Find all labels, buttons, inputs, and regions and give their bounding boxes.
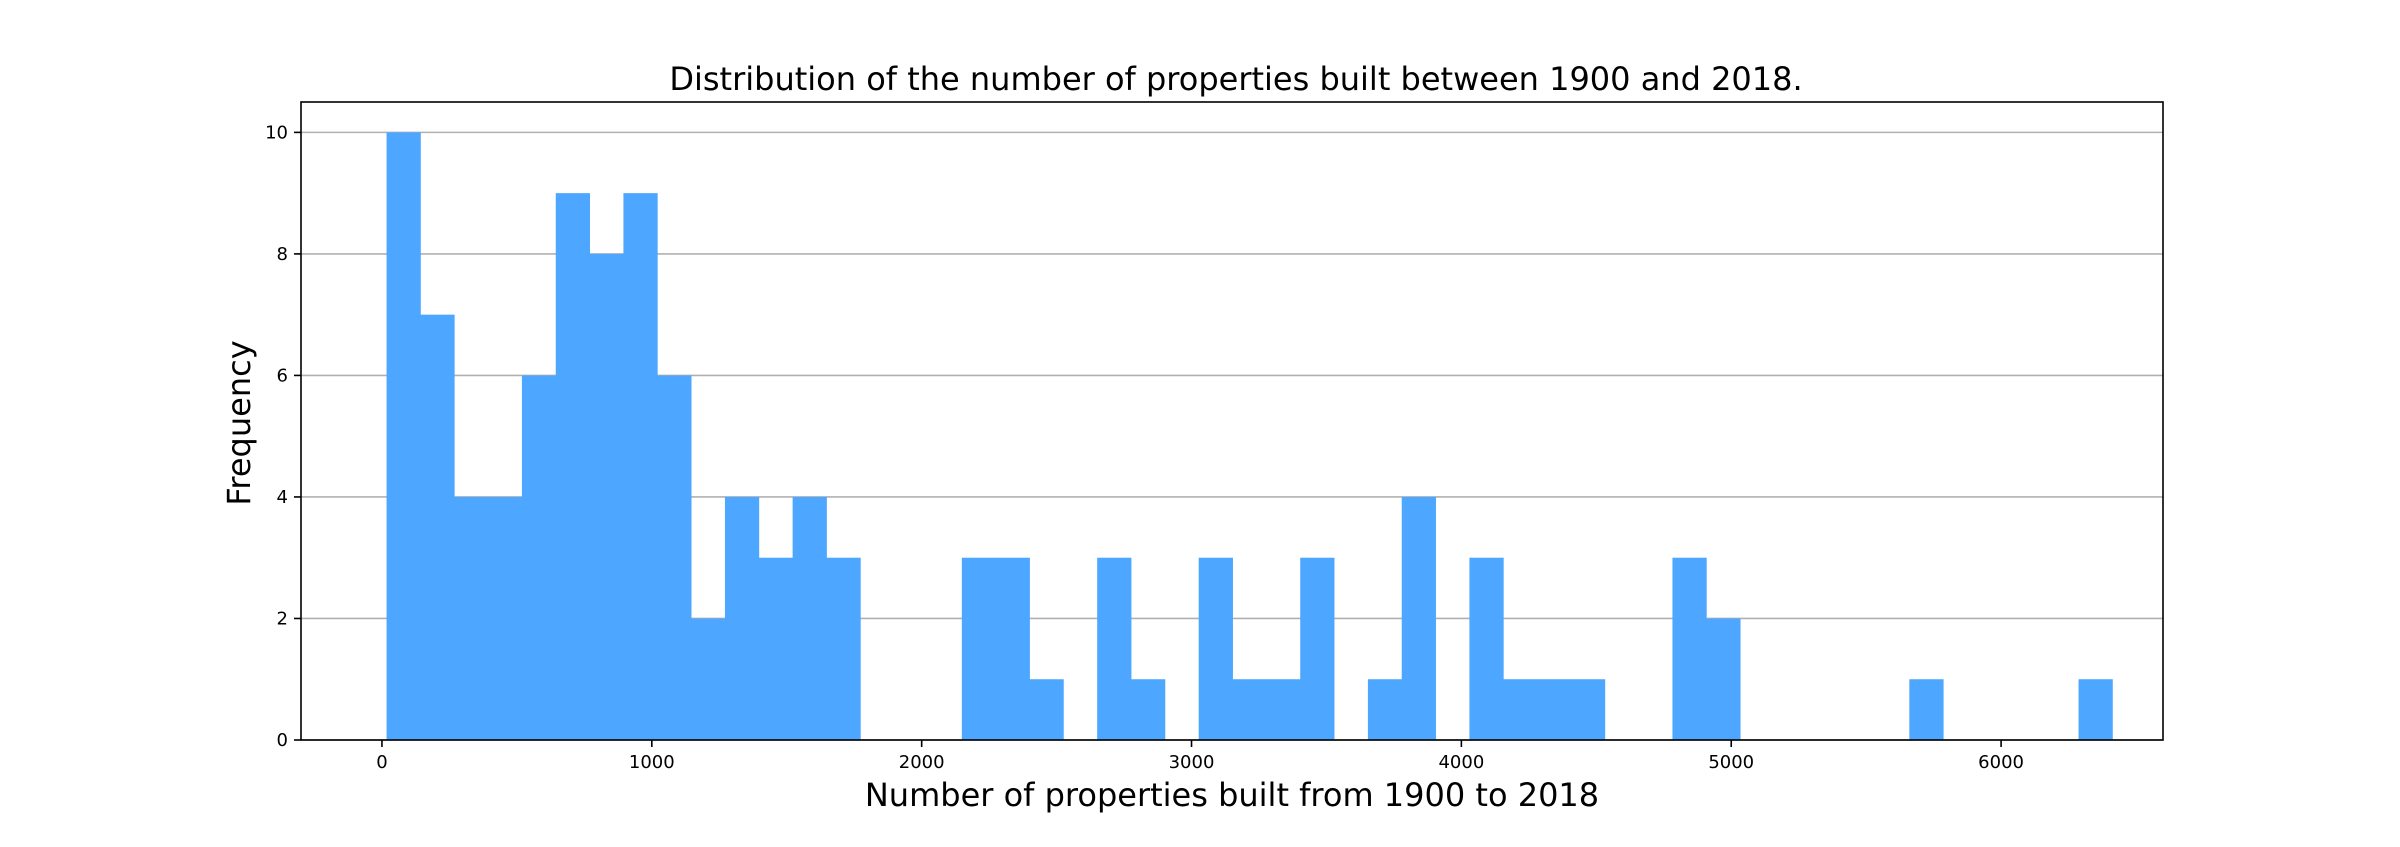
x-axis-label: Number of properties built from 1900 to … (865, 776, 1599, 814)
histogram-bar (623, 193, 658, 741)
histogram-bar (1503, 679, 1538, 740)
histogram-bar (1131, 679, 1166, 740)
histogram-bar (995, 557, 1030, 740)
y-tick-label: 6 (277, 365, 288, 386)
x-tick-label: 6000 (1978, 752, 2024, 773)
y-tick-label: 8 (277, 244, 288, 265)
histogram-bar (1300, 557, 1335, 740)
x-tick-label: 1000 (629, 752, 675, 773)
histogram-bar (454, 496, 489, 740)
histogram-bar (758, 557, 794, 740)
y-tick-label: 0 (277, 730, 288, 751)
histogram-bar (1537, 679, 1572, 740)
histogram-bar (961, 557, 997, 740)
plot-area-frame (300, 101, 2164, 741)
histogram-bar (1706, 618, 1741, 740)
histogram-bar (1029, 679, 1064, 740)
x-axis: 0 1000 2000 3000 4000 5000 6000 (376, 740, 2024, 773)
histogram-bar (1570, 679, 1606, 740)
histogram-bar (657, 375, 692, 740)
histogram-bar (691, 618, 726, 740)
histogram-bar (826, 557, 861, 740)
histogram-bar (488, 496, 523, 740)
x-tick-label: 4000 (1438, 752, 1484, 773)
histogram-bar (1909, 679, 1944, 740)
chart-title: Distribution of the number of properties… (669, 60, 1802, 98)
y-axis-label: Frequency (220, 340, 258, 505)
histogram-bar (1097, 557, 1132, 740)
histogram-bar (1367, 679, 1403, 740)
x-tick-label: 3000 (1169, 752, 1215, 773)
y-tick-label: 2 (277, 608, 288, 629)
histogram-bar (521, 375, 557, 740)
histogram-bar (792, 496, 827, 740)
histogram-bar (555, 193, 590, 741)
histogram-bar (1672, 557, 1707, 740)
histogram-bar (724, 496, 760, 740)
histogram-bar (1232, 679, 1267, 740)
x-tick-label: 0 (376, 752, 387, 773)
y-tick-label: 10 (265, 122, 288, 143)
histogram-bar (1266, 679, 1301, 740)
histogram-bar (1469, 557, 1504, 740)
histogram-bar (420, 314, 455, 740)
y-axis: 0 2 4 6 8 10 (265, 122, 301, 751)
x-tick-label: 2000 (899, 752, 945, 773)
x-tick-label: 5000 (1708, 752, 1754, 773)
histogram-bar (1401, 496, 1436, 740)
histogram-bar (386, 132, 421, 740)
histogram-bars (386, 132, 2113, 741)
histogram-bar (1198, 557, 1233, 740)
y-tick-label: 4 (277, 487, 288, 508)
histogram-bar (2078, 679, 2113, 740)
histogram-bar (589, 253, 624, 740)
